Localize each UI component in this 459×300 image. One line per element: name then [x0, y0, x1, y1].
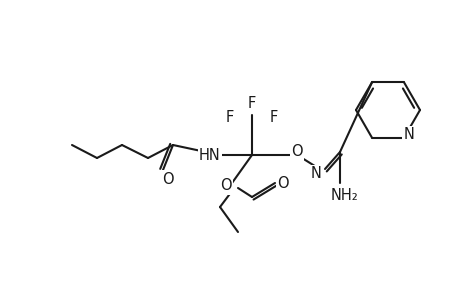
- Text: N: N: [403, 127, 414, 142]
- Text: F: F: [247, 95, 256, 110]
- Text: O: O: [220, 178, 231, 194]
- Text: F: F: [269, 110, 278, 125]
- Text: NH₂: NH₂: [330, 188, 358, 202]
- Text: F: F: [225, 110, 234, 125]
- Text: O: O: [277, 176, 288, 190]
- Text: N: N: [310, 167, 321, 182]
- Text: O: O: [291, 145, 302, 160]
- Text: O: O: [162, 172, 174, 187]
- Text: HN: HN: [199, 148, 220, 163]
